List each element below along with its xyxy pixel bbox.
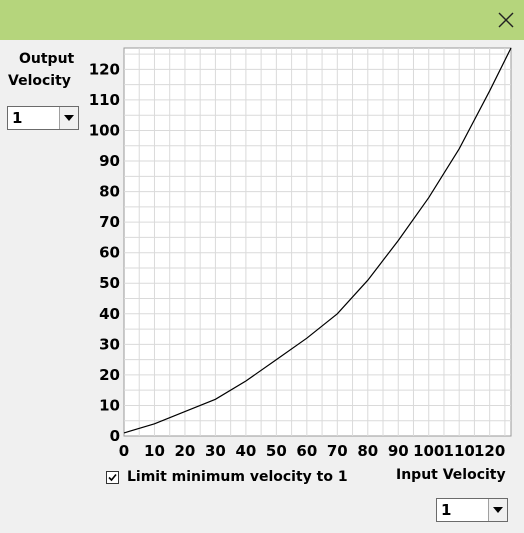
y-tick-label: 0 [110, 427, 120, 445]
output-velocity-label-line1: Output [19, 51, 75, 67]
checkmark-icon [108, 473, 117, 481]
y-tick-label: 60 [99, 244, 120, 262]
output-velocity-dropdown[interactable]: 1 [7, 106, 79, 130]
y-tick-label: 30 [99, 335, 120, 353]
x-tick-label: 10 [144, 442, 165, 460]
x-tick-label: 0 [119, 442, 129, 460]
close-icon [498, 12, 514, 28]
input-velocity-value: 1 [441, 501, 452, 519]
output-velocity-value: 1 [12, 109, 23, 127]
close-button[interactable] [494, 8, 518, 32]
y-tick-label: 80 [99, 183, 120, 201]
x-tick-label: 40 [235, 442, 256, 460]
chevron-down-icon [64, 115, 74, 121]
input-velocity-label: Input Velocity [396, 467, 506, 483]
checkbox-box[interactable] [106, 470, 119, 484]
x-tick-label: 120 [474, 442, 505, 460]
y-tick-label: 20 [99, 366, 120, 384]
x-tick-label: 20 [175, 442, 196, 460]
chevron-down-icon [493, 507, 503, 513]
y-tick-label: 100 [89, 121, 120, 139]
dropdown-arrow[interactable] [488, 499, 507, 521]
input-velocity-dropdown[interactable]: 1 [436, 498, 508, 522]
limit-min-velocity-checkbox[interactable]: Limit minimum velocity to 1 [106, 469, 348, 485]
x-tick-label: 110 [444, 442, 475, 460]
y-tick-label: 70 [99, 213, 120, 231]
limit-min-velocity-label: Limit minimum velocity to 1 [127, 469, 348, 485]
y-tick-label: 50 [99, 274, 120, 292]
x-tick-label: 50 [266, 442, 287, 460]
velocity-curve-line [123, 47, 512, 434]
y-tick-label: 10 [99, 396, 120, 414]
x-tick-label: 60 [296, 442, 317, 460]
plot-area [123, 47, 512, 437]
x-tick-label: 30 [205, 442, 226, 460]
title-bar [0, 0, 524, 40]
x-tick-label: 100 [413, 442, 444, 460]
x-tick-label: 90 [388, 442, 409, 460]
y-tick-label: 40 [99, 305, 120, 323]
x-tick-label: 70 [327, 442, 348, 460]
dropdown-arrow[interactable] [59, 107, 78, 129]
output-velocity-label-line2: Velocity [8, 73, 71, 89]
x-tick-label: 80 [357, 442, 378, 460]
y-tick-label: 120 [89, 60, 120, 78]
y-tick-label: 90 [99, 152, 120, 170]
y-tick-label: 110 [89, 91, 120, 109]
